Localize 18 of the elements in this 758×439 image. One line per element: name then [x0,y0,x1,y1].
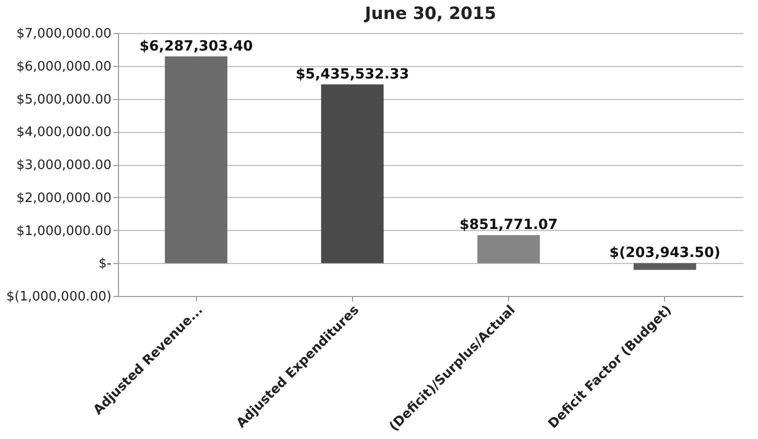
y-tick-label: $7,000,000.00 [16,26,112,42]
bar [164,56,228,264]
data-label: $5,435,532.33 [296,66,410,82]
data-label: $851,771.07 [459,217,558,234]
chart-title: June 30, 2015 [364,4,496,24]
bar [477,235,540,264]
data-label: $(203,943.50) [609,245,720,262]
y-tick-label: $2,000,000.00 [16,190,112,206]
y-tick-label: $5,000,000.00 [16,92,112,108]
y-tick-label: $3,000,000.00 [16,158,112,173]
y-tick-label: $(1,000,000.00) [6,290,112,304]
y-tick-label: $1,000,000.00 [16,224,112,239]
bar [634,263,696,270]
data-label: $6,287,303.40 [139,38,254,54]
bar [321,84,384,264]
y-tick-label: $6,000,000.00 [16,59,112,74]
y-tick-label: $4,000,000.00 [16,125,112,140]
y-tick-label: $- [98,256,112,272]
